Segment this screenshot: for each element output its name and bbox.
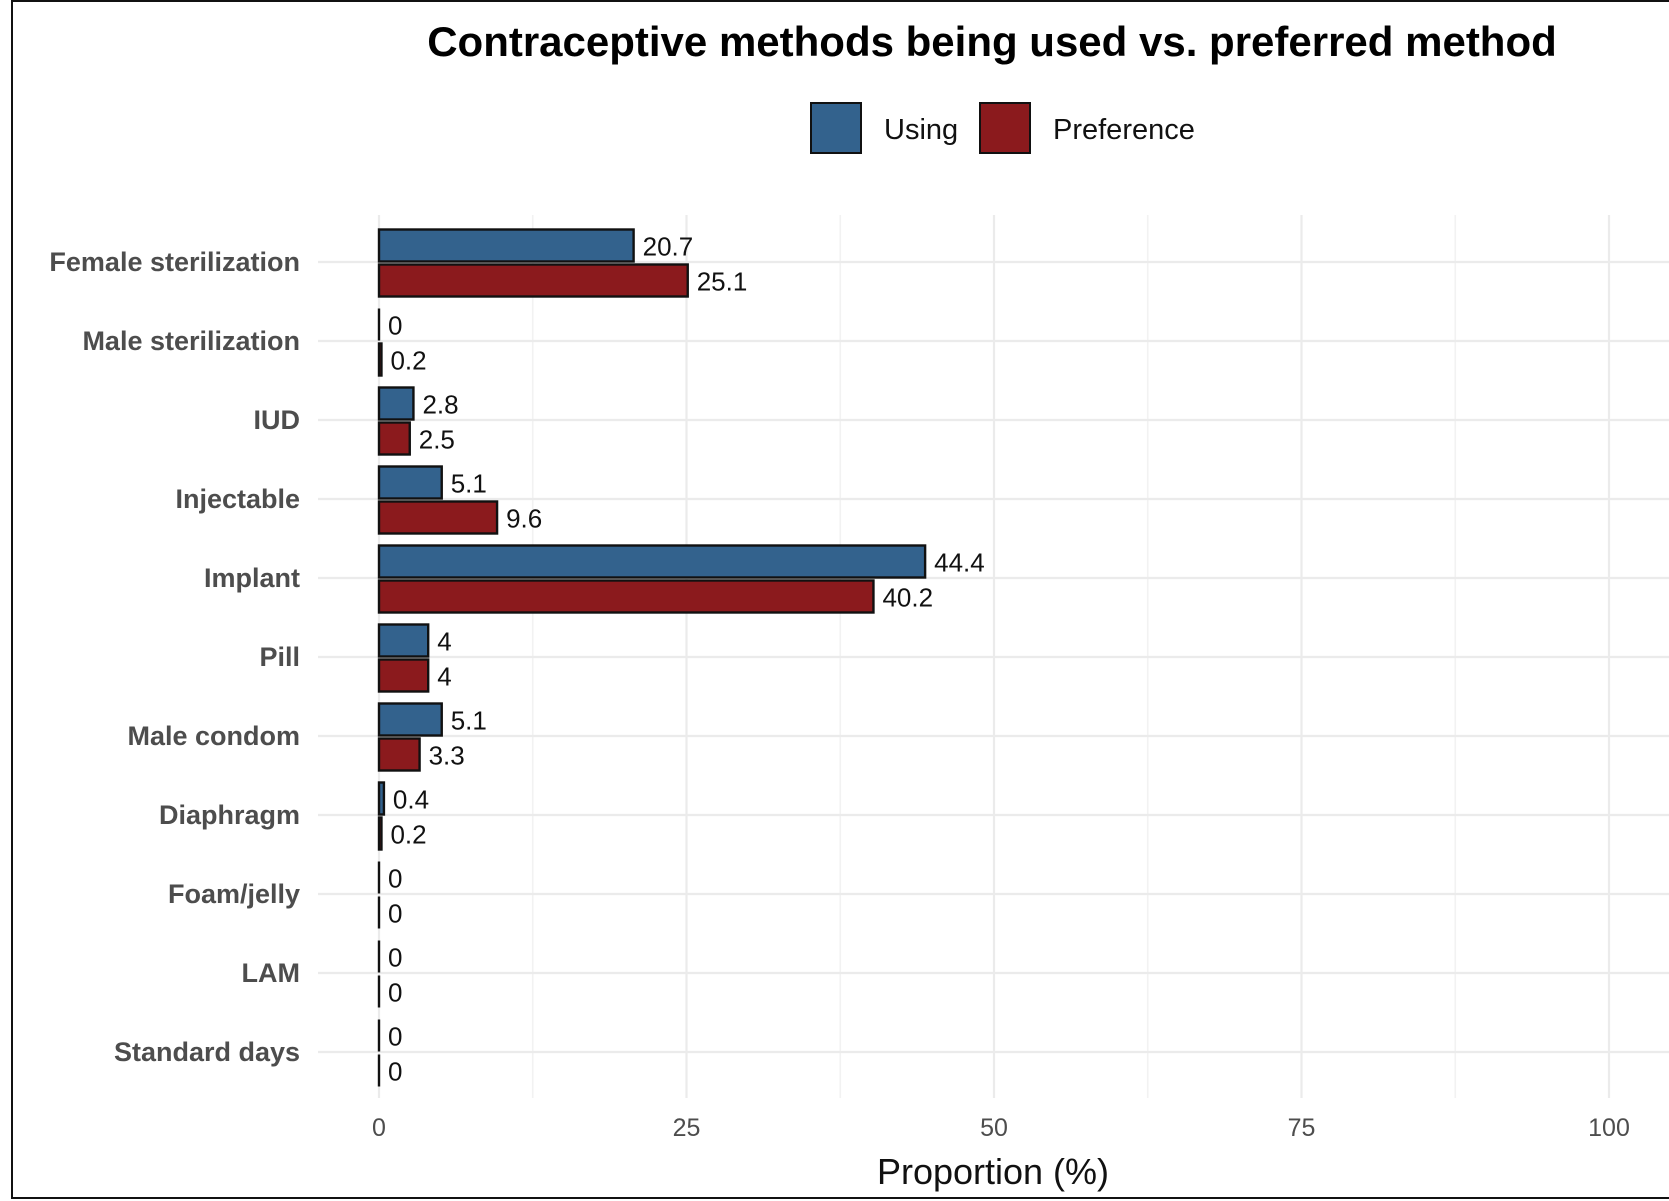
category-label: Female sterilization	[49, 247, 300, 277]
value-label: 9.6	[506, 504, 542, 534]
bar-preference	[377, 263, 689, 298]
legend-label-using: Using	[884, 114, 959, 146]
value-label: 25.1	[697, 267, 748, 297]
bar-using	[377, 702, 443, 737]
category-label: Implant	[204, 563, 300, 593]
bar-preference	[377, 500, 499, 535]
category-label: Male condom	[127, 721, 300, 751]
value-label: 5.1	[451, 469, 487, 499]
category-label: Foam/jelly	[168, 879, 300, 909]
bar-using	[377, 544, 927, 579]
bar-using	[377, 228, 635, 263]
value-label: 0	[388, 899, 402, 929]
x-tick-label: 50	[980, 1114, 1008, 1142]
bar-layer	[377, 228, 927, 1087]
label-layer: 0 25 50 75 100 Female sterilization Male steri…	[49, 232, 1629, 1143]
category-label: Standard days	[114, 1037, 300, 1067]
category-label: Male sterilization	[82, 326, 300, 356]
bar-preference	[377, 342, 383, 377]
value-label: 3.3	[429, 741, 465, 771]
value-label: 0.2	[390, 346, 426, 376]
category-label: Diaphragm	[159, 800, 300, 830]
value-label: 20.7	[643, 232, 694, 262]
legend-swatch-preference	[979, 102, 1031, 154]
value-label: 2.8	[422, 390, 458, 420]
grid-layer	[318, 215, 1669, 1098]
chart-title: Contraceptive methods being used vs. pre…	[427, 18, 1557, 65]
bar-preference	[377, 737, 421, 772]
value-label: 4	[437, 627, 451, 657]
value-label: 0.2	[390, 820, 426, 850]
x-tick-label: 0	[372, 1114, 386, 1142]
value-label: 40.2	[882, 583, 933, 613]
legend-label-preference: Preference	[1053, 114, 1195, 146]
value-label: 0	[388, 943, 402, 973]
value-label: 0	[388, 864, 402, 894]
value-label: 0	[388, 311, 402, 341]
x-tick-label: 25	[673, 1114, 701, 1142]
bar-preference	[377, 421, 411, 456]
value-label: 0.4	[393, 785, 429, 815]
value-label: 0	[388, 1022, 402, 1052]
bar-preference	[377, 816, 383, 851]
category-label: Pill	[259, 642, 300, 672]
value-label: 0	[388, 1057, 402, 1087]
value-label: 4	[437, 662, 451, 692]
bar-using	[377, 623, 430, 658]
value-label: 5.1	[451, 706, 487, 736]
bar-using	[377, 386, 415, 421]
bar-preference	[377, 658, 430, 693]
legend-swatch-using	[810, 102, 862, 154]
value-label: 44.4	[934, 548, 985, 578]
category-label: Injectable	[175, 484, 300, 514]
bar-preference	[377, 579, 875, 614]
value-label: 0	[388, 978, 402, 1008]
bar-using	[377, 781, 386, 816]
bar-using	[377, 465, 443, 500]
x-tick-label: 100	[1588, 1114, 1630, 1142]
category-label: IUD	[254, 405, 301, 435]
value-label: 2.5	[419, 425, 455, 455]
x-axis-title: Proportion (%)	[877, 1151, 1109, 1192]
x-tick-label: 75	[1288, 1114, 1316, 1142]
category-label: LAM	[242, 958, 300, 988]
chart-frame	[11, 0, 1669, 1199]
